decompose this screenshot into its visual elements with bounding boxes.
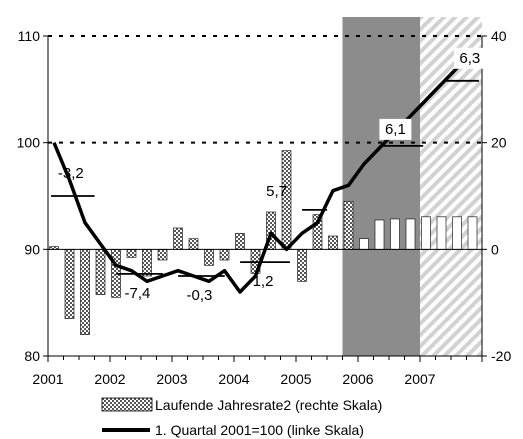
x-tick-label: 2001 — [32, 371, 63, 387]
annual-averages: -3,2 -7,4 -0,3 1,2 5,7 6,1 6,3 — [51, 47, 486, 304]
bar — [390, 218, 400, 250]
bar — [126, 248, 137, 258]
bar — [374, 219, 385, 250]
left-tick-label: 80 — [24, 348, 40, 364]
bar — [281, 150, 292, 250]
x-tick-label: 2003 — [156, 371, 187, 387]
right-tick-label: 0 — [491, 241, 499, 257]
x-tick-label: 2004 — [218, 371, 249, 387]
legend-swatch-bars — [101, 397, 153, 412]
bar — [95, 248, 106, 296]
bar — [80, 248, 90, 336]
bar — [157, 248, 168, 261]
bar — [421, 216, 431, 250]
bar — [188, 238, 199, 250]
bar — [405, 218, 416, 250]
right-tick-label: 20 — [491, 135, 507, 151]
bar — [436, 216, 447, 250]
annual-average-label: -0,3 — [187, 287, 213, 304]
bar — [219, 248, 230, 261]
bar — [343, 200, 354, 250]
bar — [467, 216, 478, 250]
bar — [328, 235, 338, 250]
bar — [359, 238, 369, 250]
x-tick-label: 2005 — [280, 371, 311, 387]
left-tick-label: 100 — [17, 135, 41, 151]
x-tick-label: 2002 — [94, 371, 125, 387]
annual-average-label: -3,2 — [58, 165, 84, 182]
bar — [452, 216, 462, 250]
annual-average-label: 6,3 — [459, 50, 480, 67]
right-tick-label: -20 — [491, 348, 511, 364]
bar — [297, 248, 307, 282]
legend-label-line: 1. Quartal 2001=100 (linke Skala) — [155, 422, 364, 438]
axes: 80 90 100 110 -20 0 20 40 2001 2002 2003 2004 2005 20… — [17, 28, 512, 387]
annual-average-label: -7,4 — [125, 285, 151, 302]
annual-average-label-bg — [379, 118, 412, 140]
annual-average-label: 5,7 — [266, 183, 287, 200]
bar — [204, 248, 214, 266]
legend-item-bars: Laufende Jahresrate2 (rechte Skala) — [101, 397, 382, 413]
x-tick-label: 2006 — [342, 371, 373, 387]
legend: Laufende Jahresrate2 (rechte Skala) 1. Q… — [101, 397, 382, 438]
annual-average-label-bg — [453, 47, 486, 69]
bar — [142, 248, 152, 277]
left-tick-label: 90 — [24, 241, 40, 257]
annual-average-label: 6,1 — [385, 121, 406, 138]
x-tick-label: 2007 — [404, 371, 435, 387]
shaded-region-0 — [342, 17, 420, 356]
bar — [235, 232, 245, 250]
annual-average-label: 1,2 — [253, 273, 274, 290]
right-tick-label: 40 — [491, 28, 507, 44]
legend-label-bars: Laufende Jahresrate2 (rechte Skala) — [155, 397, 382, 413]
left-tick-label: 110 — [18, 28, 41, 44]
bar — [173, 227, 183, 250]
bar — [64, 248, 75, 320]
legend-item-line: 1. Quartal 2001=100 (linke Skala) — [102, 422, 364, 438]
bar-series — [49, 150, 478, 336]
